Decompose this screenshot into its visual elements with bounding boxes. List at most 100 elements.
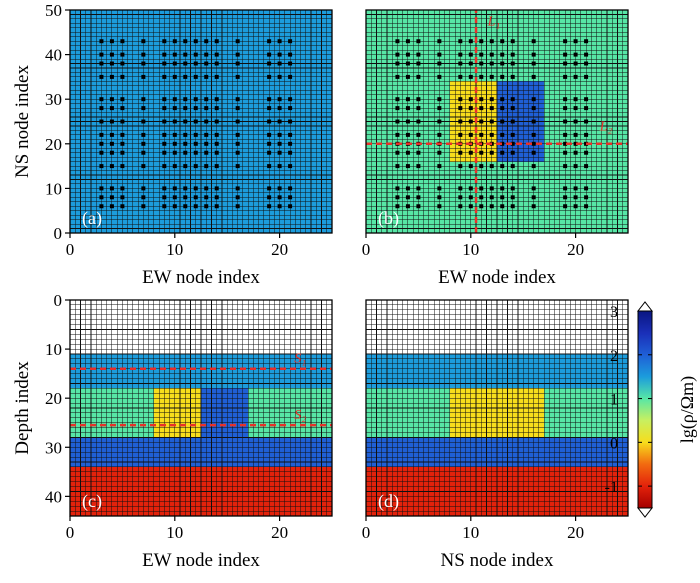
station-marker: [531, 132, 536, 137]
station-marker: [531, 106, 536, 111]
station-marker: [120, 195, 125, 200]
station-marker: [489, 186, 494, 191]
station-marker: [99, 204, 104, 209]
station-marker: [500, 119, 505, 124]
station-marker: [584, 204, 589, 209]
station-marker: [288, 52, 293, 57]
station-marker: [458, 195, 463, 200]
station-marker: [120, 204, 125, 209]
station-marker: [510, 106, 515, 111]
station-marker: [267, 74, 272, 79]
x-tick-label: 20: [567, 523, 584, 542]
station-marker: [458, 106, 463, 111]
station-marker: [395, 39, 400, 44]
station-marker: [563, 39, 568, 44]
colorbar-extend-bottom-arrow: [636, 507, 654, 518]
mesh-grid: [366, 300, 628, 516]
station-marker: [162, 195, 167, 200]
station-marker: [99, 186, 104, 191]
station-marker: [277, 186, 282, 191]
station-marker: [531, 52, 536, 57]
station-marker: [267, 204, 272, 209]
station-marker: [214, 150, 219, 155]
station-marker: [235, 204, 240, 209]
station-marker: [183, 195, 188, 200]
station-marker: [288, 119, 293, 124]
station-marker: [458, 150, 463, 155]
station-marker: [405, 61, 410, 66]
station-marker: [204, 150, 209, 155]
station-marker: [141, 106, 146, 111]
x-tick-label: 10: [462, 523, 479, 542]
station-marker: [141, 39, 146, 44]
colorbar-tick-label: 3: [610, 304, 618, 321]
station-marker: [193, 186, 198, 191]
station-marker: [172, 150, 177, 155]
station-marker: [193, 195, 198, 200]
station-marker: [204, 186, 209, 191]
y-tick-label: 10: [45, 179, 62, 198]
station-marker: [214, 97, 219, 102]
station-marker: [99, 141, 104, 146]
station-marker: [183, 106, 188, 111]
station-marker: [395, 186, 400, 191]
x-tick-label: 0: [66, 523, 75, 542]
colorbar-gradient: [637, 310, 653, 509]
station-marker: [204, 74, 209, 79]
station-marker: [500, 204, 505, 209]
station-marker: [99, 195, 104, 200]
station-marker: [479, 150, 484, 155]
station-marker: [531, 74, 536, 79]
station-marker: [479, 119, 484, 124]
station-marker: [437, 164, 442, 169]
panel-c-plot-area: [70, 300, 332, 516]
station-marker: [416, 119, 421, 124]
station-marker: [183, 52, 188, 57]
colorbar-tick-label: -1: [605, 479, 618, 496]
station-marker: [288, 186, 293, 191]
station-marker: [573, 150, 578, 155]
station-marker: [468, 204, 473, 209]
station-marker: [120, 119, 125, 124]
station-marker: [204, 195, 209, 200]
station-marker: [584, 150, 589, 155]
station-marker: [405, 150, 410, 155]
profile-line-label: L₂: [599, 119, 613, 134]
station-marker: [267, 39, 272, 44]
station-marker: [204, 61, 209, 66]
profile-line-label: S₁: [294, 351, 306, 366]
station-marker: [277, 164, 282, 169]
station-marker: [120, 106, 125, 111]
station-marker: [489, 61, 494, 66]
station-marker: [437, 119, 442, 124]
station-marker: [395, 119, 400, 124]
station-marker: [489, 132, 494, 137]
station-marker: [531, 204, 536, 209]
y-tick-label: 0: [54, 224, 63, 243]
profile-line-label: L₁: [487, 15, 501, 30]
station-marker: [416, 132, 421, 137]
station-marker: [109, 97, 114, 102]
station-marker: [563, 164, 568, 169]
station-marker: [141, 61, 146, 66]
x-axis-title: EW node index: [438, 267, 556, 288]
station-marker: [183, 150, 188, 155]
station-marker: [395, 164, 400, 169]
panel-a: 0 10 20 0 10 20 30 40 50 EW node index NS node ind…: [12, 1, 333, 288]
station-marker: [120, 61, 125, 66]
station-marker: [405, 74, 410, 79]
station-marker: [288, 164, 293, 169]
station-marker: [489, 164, 494, 169]
station-marker: [468, 39, 473, 44]
station-marker: [172, 39, 177, 44]
station-marker: [573, 204, 578, 209]
station-marker: [109, 106, 114, 111]
station-marker: [204, 39, 209, 44]
station-marker: [193, 97, 198, 102]
station-marker: [531, 119, 536, 124]
station-marker: [204, 106, 209, 111]
station-marker: [573, 97, 578, 102]
station-marker: [141, 97, 146, 102]
station-marker: [468, 132, 473, 137]
